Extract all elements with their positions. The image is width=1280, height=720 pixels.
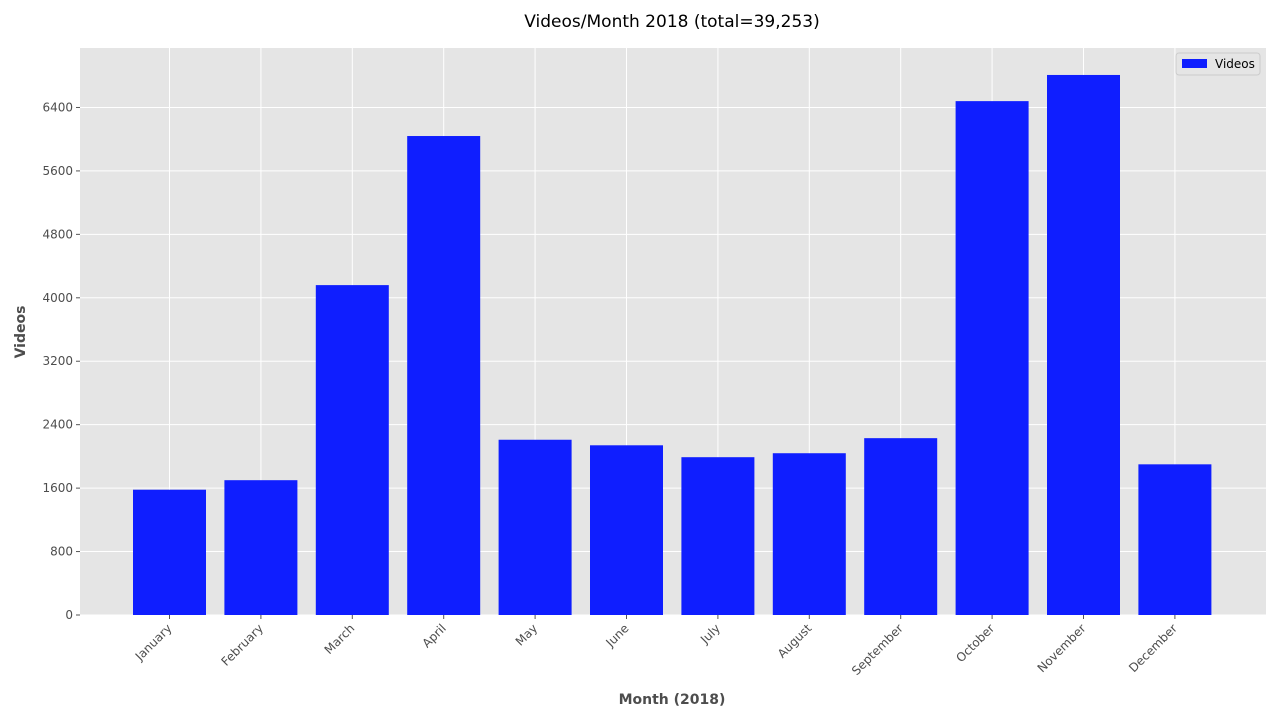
bar-february: [224, 480, 298, 615]
x-axis-ticks: January February March April May June July Augu…: [132, 615, 1180, 678]
bar-july: [681, 457, 755, 615]
y-tick-label: 3200: [42, 354, 73, 368]
bar-may: [498, 439, 572, 615]
chart-title: Videos/Month 2018 (total=39,253): [524, 12, 819, 32]
bar-september: [864, 438, 938, 615]
x-tick-label-may: May: [513, 621, 540, 648]
legend-box: [1175, 52, 1261, 76]
y-tick-label: 4000: [42, 291, 73, 305]
bar-january: [133, 489, 206, 615]
x-tick-label-january: January: [132, 621, 175, 664]
x-tick-label-june: June: [603, 621, 632, 650]
y-tick-label: 6400: [42, 100, 73, 114]
bar-april: [407, 136, 481, 615]
x-tick-label-october: October: [953, 621, 997, 665]
bar-october: [955, 101, 1029, 615]
x-axis-label: Month (2018): [619, 692, 726, 708]
x-tick-label-november: November: [1035, 621, 1089, 675]
y-tick-label: 800: [50, 545, 73, 559]
y-tick-label: 2400: [42, 418, 73, 432]
bar-august: [772, 453, 846, 615]
y-axis-ticks: 0 800 1600 2400 3200 4000 4800 5600 6400: [42, 100, 80, 622]
x-tick-label-august: August: [775, 621, 815, 661]
x-tick-label-march: March: [322, 621, 358, 657]
bar-june: [590, 445, 663, 615]
bar-march: [315, 285, 389, 615]
legend-label-videos: Videos: [1215, 57, 1255, 71]
x-tick-label-february: February: [219, 621, 267, 669]
x-tick-label-september: September: [849, 621, 906, 678]
y-axis-label: Videos: [13, 306, 29, 359]
y-tick-label: 4800: [42, 227, 73, 241]
bar-december: [1138, 464, 1212, 615]
y-tick-label: 0: [65, 608, 73, 622]
x-tick-label-april: April: [420, 621, 449, 650]
bar-november: [1047, 74, 1120, 616]
legend: Videos: [1175, 52, 1261, 76]
y-tick-label: 5600: [42, 164, 73, 178]
y-tick-label: 1600: [42, 481, 73, 495]
legend-swatch: [1182, 59, 1207, 68]
x-tick-label-december: December: [1126, 621, 1180, 675]
bars: [133, 74, 1212, 616]
x-tick-label-july: July: [697, 621, 723, 647]
